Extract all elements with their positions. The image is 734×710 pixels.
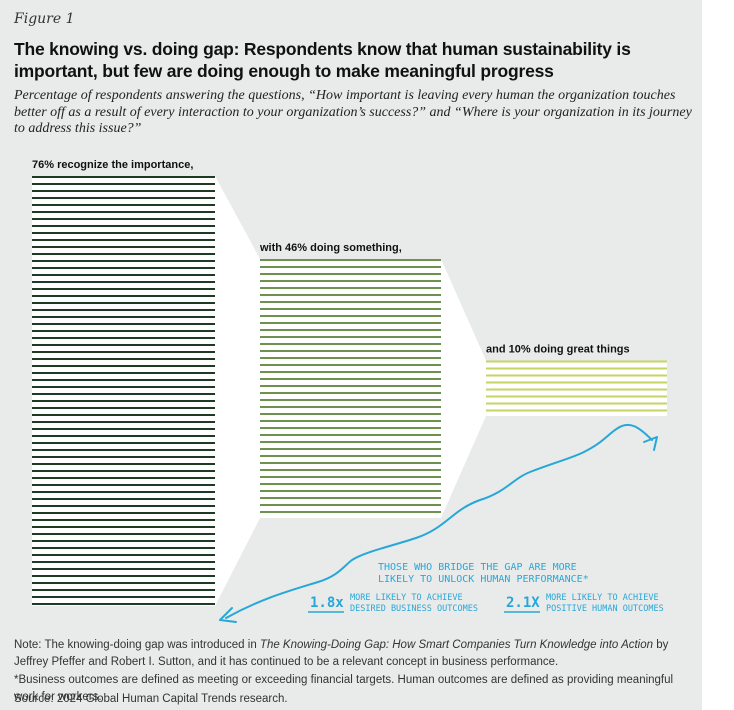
note-book-title: The Knowing-Doing Gap: How Smart Compani… — [259, 639, 654, 651]
growth-arrow-curve — [225, 423, 653, 619]
bar-groups — [32, 176, 667, 606]
stat1-line1: MORE LIKELY TO ACHIEVE — [350, 593, 463, 603]
stat1-value: 1.8x — [310, 595, 344, 611]
figure-panel: Figure 1 The knowing vs. doing gap: Resp… — [0, 0, 702, 710]
chart-subtitle: Percentage of respondents answering the … — [14, 88, 692, 136]
callout: THOSE WHO BRIDGE THE GAP ARE MORE LIKELY… — [219, 423, 664, 623]
funnel-connectors — [215, 176, 486, 606]
bar-3-label: and 10% doing great things — [486, 344, 630, 356]
bar-1-label: 76% recognize the importance, — [32, 159, 193, 171]
bar-2 — [260, 259, 441, 518]
bar-labels: 76% recognize the importance, with 46% do… — [32, 159, 630, 356]
note-suffix: by Jeffrey Pfeffer and Robert I. Sutton,… — [14, 639, 669, 668]
bar-2-label: with 46% doing something, — [259, 242, 402, 254]
bar-1 — [32, 176, 215, 606]
note-paragraph: Note: The knowing-doing gap was introduc… — [14, 637, 698, 671]
callout-headline-2: LIKELY TO UNLOCK HUMAN PERFORMANCE* — [378, 574, 589, 585]
chart-title: The knowing vs. doing gap: Respondents k… — [14, 39, 631, 81]
stat2-value: 2.1X — [506, 595, 540, 611]
funnel-connector-1 — [215, 176, 260, 606]
funnel-connector-2 — [441, 259, 486, 518]
source-note: Source: 2024 Global Human Capital Trends… — [14, 693, 288, 705]
figure-label: Figure 1 — [14, 11, 75, 27]
stat1-line2: DESIRED BUSINESS OUTCOMES — [350, 604, 478, 614]
stat2-line2: POSITIVE HUMAN OUTCOMES — [546, 604, 664, 614]
outcomes-note: *Business outcomes are defined as meetin… — [14, 674, 674, 703]
arrow-head-left — [219, 607, 237, 623]
funnel-chart: 76% recognize the importance, with 46% do… — [32, 159, 667, 623]
callout-headline-1: THOSE WHO BRIDGE THE GAP ARE MORE — [378, 562, 577, 573]
bar-2-background — [260, 259, 441, 518]
stat2-line1: MORE LIKELY TO ACHIEVE — [546, 593, 659, 603]
bar-3 — [486, 360, 667, 416]
note-prefix: Note: The knowing-doing gap was introduc… — [14, 639, 260, 651]
bar-3-background — [486, 360, 667, 416]
arrow-head-right — [643, 436, 658, 451]
